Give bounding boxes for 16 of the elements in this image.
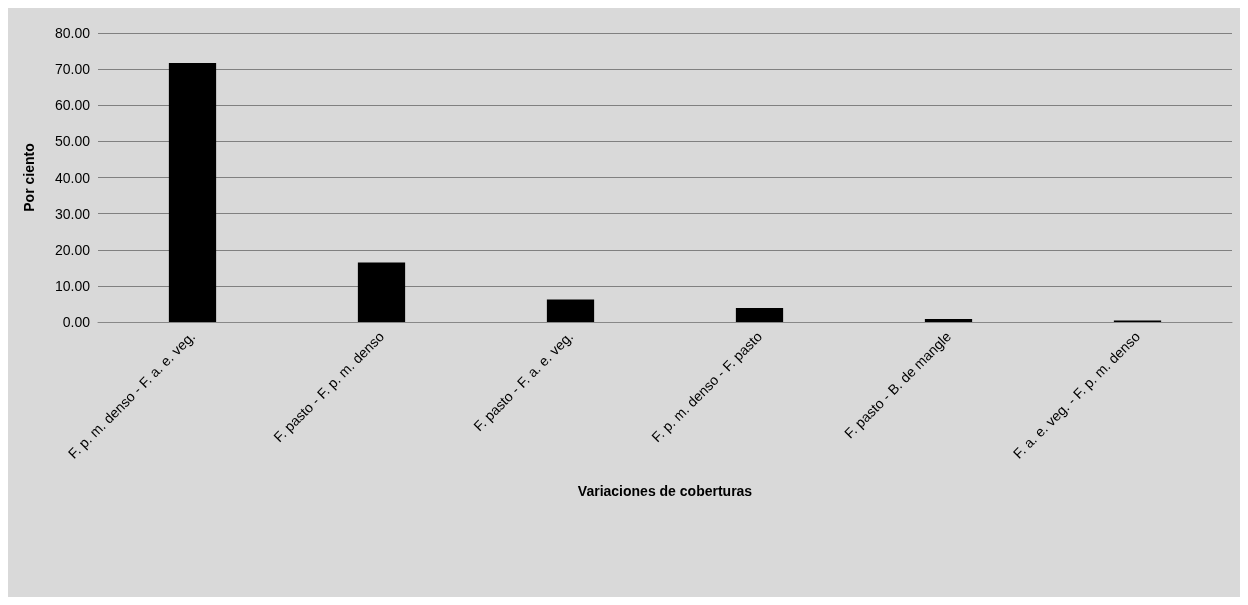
y-tick-label: 40.00 — [54, 169, 91, 186]
bar — [924, 319, 973, 322]
y-tick-label: 10.00 — [54, 277, 91, 294]
y-tick-label: 30.00 — [54, 205, 91, 222]
y-tick-label: 50.00 — [54, 133, 91, 150]
bar — [168, 62, 217, 322]
y-tick-label: 60.00 — [54, 97, 91, 114]
y-tick-label: 0.00 — [62, 314, 91, 330]
bar — [735, 307, 784, 322]
bar — [546, 299, 595, 322]
y-tick-label: 80.00 — [54, 25, 91, 41]
y-tick-label: 20.00 — [54, 241, 91, 258]
x-axis-title: Variaciones de coberturas — [577, 483, 753, 499]
y-axis-title: Por ciento — [21, 143, 37, 212]
bar — [357, 262, 406, 322]
y-tick-label: 70.00 — [54, 61, 91, 78]
